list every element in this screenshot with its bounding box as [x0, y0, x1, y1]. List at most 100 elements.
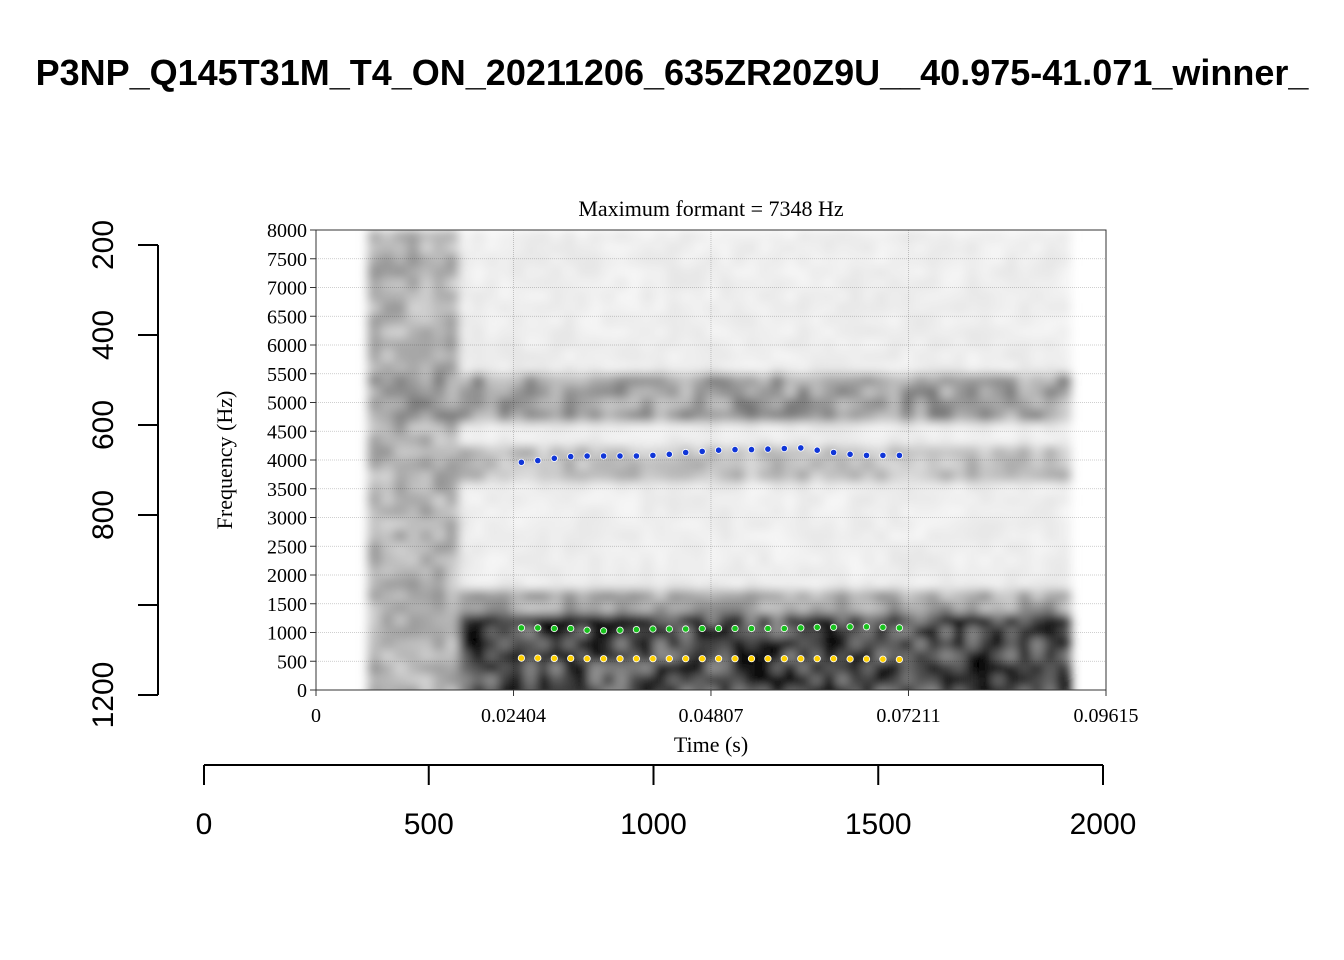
formant-point [665, 450, 673, 458]
formant-point [517, 458, 526, 466]
formant-point [895, 655, 904, 664]
formant-point [714, 624, 723, 633]
formant-point [583, 655, 591, 663]
formant-point [534, 654, 542, 662]
formant-point [764, 445, 772, 453]
formant-point [764, 624, 772, 633]
formant-point [829, 623, 838, 631]
formant-point [731, 445, 739, 454]
y-tick-label: 1500 [267, 594, 307, 616]
formant-point [879, 623, 887, 631]
y-axis: 0 500 1000 1500 2000 2500 3000 3500 4000 4500 5000… [267, 220, 316, 702]
formant-point [764, 655, 772, 663]
formant-point [780, 444, 788, 453]
formant-point [616, 626, 624, 634]
formant-point [616, 452, 624, 460]
y-tick-label: 5500 [267, 364, 307, 386]
formant-point [780, 655, 788, 663]
formant-point [649, 655, 657, 663]
formant-point [747, 445, 756, 454]
formant-point [534, 456, 542, 465]
outer-bottom-tick-label: 1000 [620, 808, 687, 841]
formant-point [567, 452, 575, 461]
formant-point [534, 624, 542, 632]
formant-point [682, 655, 690, 663]
outer-bottom-tick-label: 2000 [1070, 808, 1137, 841]
formant-point [599, 655, 608, 663]
y-tick-label: 7000 [267, 278, 307, 300]
y-tick-label: 2500 [267, 536, 307, 558]
spectrogram-image [367, 230, 1071, 690]
formant-point [829, 655, 838, 663]
formant-point [616, 655, 624, 663]
outer-bottom-tick-label: 0 [196, 808, 213, 841]
outer-left-tick-label: 800 [87, 490, 120, 540]
formant-point [599, 452, 608, 460]
y-tick-label: 0 [297, 680, 307, 702]
formant-point [698, 447, 706, 455]
formant-point [797, 444, 805, 452]
formant-point [682, 448, 690, 457]
outer-left-tick-label: 1200 [87, 662, 120, 729]
x-tick-label: 0.07211 [876, 705, 940, 727]
formant-point [632, 655, 641, 663]
y-tick-label: 3000 [267, 508, 307, 530]
formant-point [698, 624, 706, 633]
formant-point [879, 655, 887, 663]
spectrogram-panel: Maximum formant = 7348 Hz 0 500 1000 1500 20… [212, 196, 1139, 757]
y-tick-label: 3500 [267, 479, 307, 501]
x-tick-label: 0.04807 [678, 705, 743, 727]
formant-point [665, 655, 673, 663]
formant-point [682, 625, 690, 633]
formant-point [632, 625, 641, 634]
outer-bottom-tick-label: 500 [404, 808, 454, 841]
y-tick-label: 1000 [267, 623, 307, 645]
formant-point [862, 655, 871, 663]
formant-point [747, 624, 756, 633]
x-tick-label: 0.09615 [1074, 705, 1139, 727]
formant-point [846, 655, 854, 663]
formant-point [731, 655, 739, 663]
formant-point [550, 654, 558, 663]
x-tick-label: 0.02404 [481, 705, 546, 727]
formant-point [797, 624, 805, 632]
formant-point [813, 655, 821, 663]
formant-point [714, 655, 723, 663]
y-tick-label: 2000 [267, 565, 307, 587]
formant-point [862, 451, 871, 459]
formant-point [599, 627, 608, 635]
formant-point [829, 448, 838, 457]
formant-point [813, 623, 821, 631]
main-title: P3NP_Q145T31M_T4_ON_20211206_635ZR20Z9U_… [35, 52, 1309, 93]
formant-point [747, 655, 756, 663]
y-axis-label: Frequency (Hz) [212, 391, 237, 530]
outer-left-axis: 200 400 600 800 1200 [87, 220, 159, 729]
formant-point [698, 655, 706, 663]
formant-point [895, 451, 904, 459]
formant-point [895, 624, 904, 632]
x-axis-label: Time (s) [674, 732, 748, 757]
y-tick-label: 7500 [267, 249, 307, 271]
x-tick-label: 0 [311, 705, 321, 727]
formant-point [550, 624, 558, 633]
formant-point [665, 625, 673, 633]
y-tick-label: 4000 [267, 450, 307, 472]
formant-point [567, 624, 575, 633]
panel-title: Maximum formant = 7348 Hz [578, 196, 844, 221]
outer-left-tick-label: 400 [87, 310, 120, 360]
formant-point [517, 654, 526, 662]
outer-left-tick-label: 200 [87, 220, 120, 270]
formant-point [583, 626, 591, 634]
formant-point [797, 655, 805, 663]
y-tick-label: 4500 [267, 421, 307, 443]
formant-point [846, 450, 854, 458]
outer-left-tick-label: 600 [87, 400, 120, 450]
formant-point [632, 452, 641, 460]
formant-point [714, 446, 723, 454]
outer-bottom-axis: 0 500 1000 1500 2000 [196, 764, 1137, 841]
y-tick-label: 8000 [267, 220, 307, 242]
outer-bottom-tick-label: 1500 [845, 808, 912, 841]
formant-point [517, 624, 526, 632]
x-axis: 0 0.02404 0.04807 0.07211 0.09615 [311, 690, 1139, 727]
